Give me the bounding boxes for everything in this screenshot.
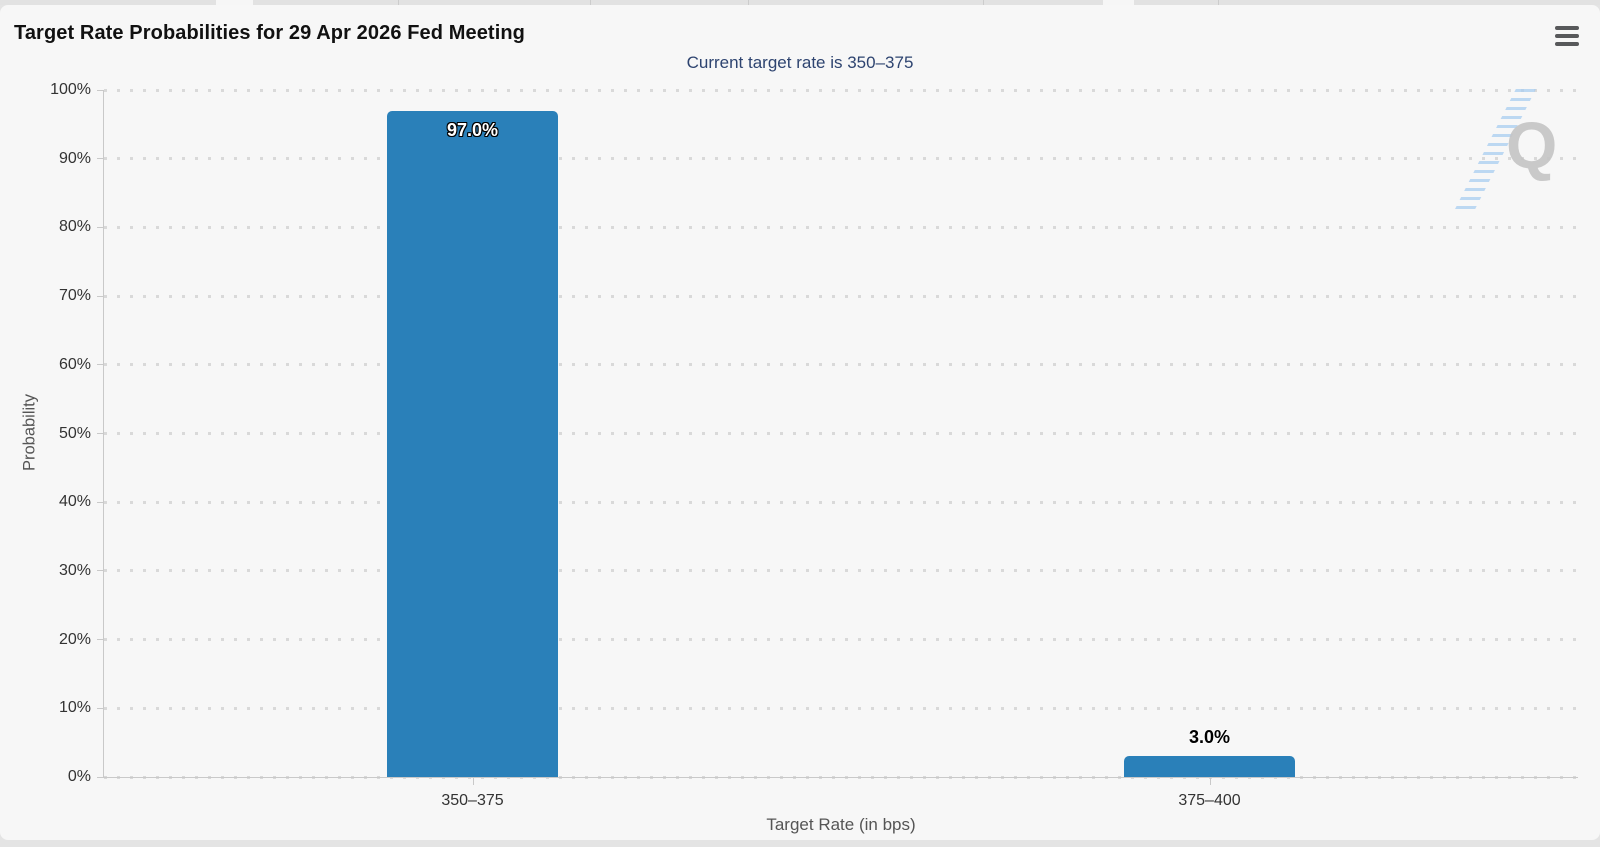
bar-value-label: 3.0% bbox=[1188, 727, 1231, 748]
y-axis-label: 20% bbox=[58, 630, 91, 648]
top-strip-notch bbox=[1103, 0, 1134, 5]
y-axis-line bbox=[103, 90, 104, 777]
top-strip-notch bbox=[216, 0, 253, 5]
top-strip-separator bbox=[590, 0, 591, 5]
y-axis-tick bbox=[97, 158, 103, 160]
x-axis-tick bbox=[1209, 777, 1211, 785]
y-axis-label: 100% bbox=[50, 81, 91, 98]
y-axis-label: 70% bbox=[58, 287, 91, 305]
chart-card: Target Rate Probabilities for 29 Apr 202… bbox=[0, 5, 1600, 840]
x-axis-title: Target Rate (in bps) bbox=[766, 815, 916, 834]
y-gridline bbox=[104, 500, 1578, 504]
top-edge-strip bbox=[0, 0, 1600, 5]
y-gridline bbox=[104, 363, 1578, 367]
y-axis-tick bbox=[97, 501, 103, 503]
y-axis-label: 90% bbox=[58, 149, 91, 167]
bar-value-label: 97.0% bbox=[446, 119, 499, 140]
y-gridline bbox=[104, 569, 1578, 573]
y-axis-label: 0% bbox=[67, 768, 91, 785]
y-axis-label: 50% bbox=[58, 424, 91, 442]
x-axis-category-label: 350–375 bbox=[441, 792, 504, 809]
chart-title: Target Rate Probabilities for 29 Apr 202… bbox=[14, 22, 525, 44]
y-axis-label: 10% bbox=[58, 699, 91, 717]
chart-context-menu-button[interactable] bbox=[1551, 22, 1583, 52]
chart-subtitle: Current target rate is 350–375 bbox=[686, 53, 914, 72]
plot-area: Q 0% 10% 20% 30% 40% 50% 60% 70% 80% 90% 100% 97.0%… bbox=[0, 5, 1600, 840]
y-axis-tick bbox=[97, 226, 103, 228]
y-axis-tick bbox=[97, 295, 103, 297]
y-axis-label: 80% bbox=[58, 218, 91, 236]
y-axis-label: 30% bbox=[58, 561, 91, 579]
y-gridline bbox=[104, 706, 1578, 710]
y-axis-title: Probability bbox=[20, 393, 39, 472]
y-gridline bbox=[104, 225, 1578, 229]
top-strip-separator bbox=[748, 0, 749, 5]
y-axis-tick bbox=[97, 570, 103, 572]
hamburger-icon bbox=[1555, 26, 1579, 46]
bar-375-400[interactable] bbox=[1124, 756, 1295, 777]
y-gridline bbox=[104, 638, 1578, 642]
y-axis-tick bbox=[97, 776, 103, 778]
y-axis-label: 40% bbox=[58, 493, 91, 511]
y-axis-tick bbox=[97, 364, 103, 366]
top-strip-separator bbox=[398, 0, 399, 5]
top-strip-separator bbox=[1218, 0, 1219, 5]
x-axis-tick bbox=[472, 777, 474, 785]
bar-350-375[interactable] bbox=[387, 110, 558, 777]
y-axis-tick bbox=[97, 639, 103, 641]
y-axis-tick bbox=[97, 89, 103, 91]
y-axis-tick bbox=[97, 433, 103, 434]
watermark-q-logo: Q bbox=[1506, 108, 1558, 182]
x-axis-category-label: 375–400 bbox=[1178, 792, 1241, 809]
y-axis-label: 60% bbox=[58, 355, 91, 373]
y-gridline bbox=[104, 157, 1578, 161]
top-strip-separator bbox=[983, 0, 984, 5]
y-gridline bbox=[104, 88, 1578, 92]
y-axis-tick bbox=[97, 707, 103, 709]
x-axis-line bbox=[103, 777, 1578, 778]
y-gridline bbox=[104, 432, 1578, 435]
y-gridline bbox=[104, 294, 1578, 298]
